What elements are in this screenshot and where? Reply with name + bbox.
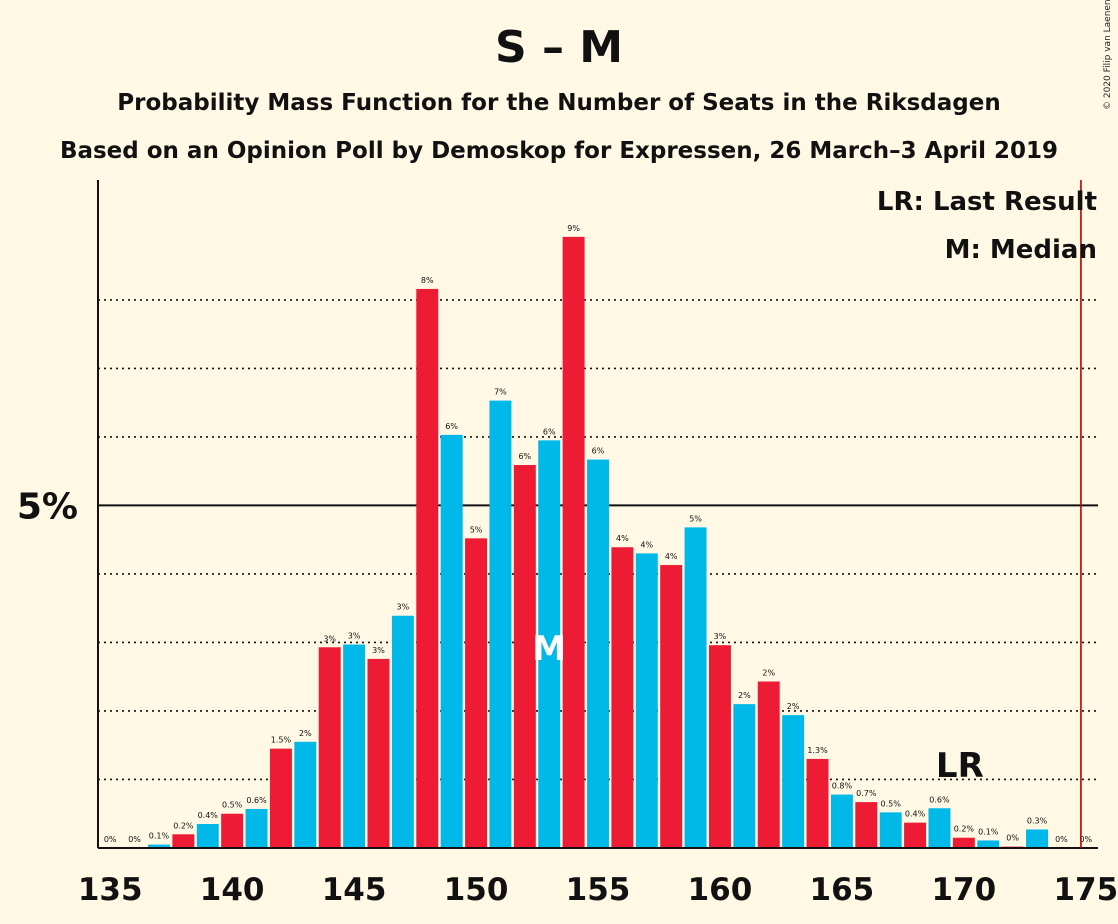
bar bbox=[269, 748, 292, 848]
data-label: 0% bbox=[104, 835, 117, 844]
data-label: 2% bbox=[738, 691, 751, 700]
bar bbox=[465, 538, 488, 848]
bar bbox=[977, 840, 1000, 848]
bar bbox=[855, 802, 878, 848]
data-label: 0% bbox=[1006, 834, 1019, 843]
data-label: 0.1% bbox=[978, 827, 999, 836]
data-label: 0.6% bbox=[929, 795, 950, 804]
data-label: 5% bbox=[689, 514, 702, 523]
bar bbox=[952, 837, 975, 848]
chart-subtitle-poll: Based on an Opinion Poll by Demoskop for… bbox=[59, 138, 1059, 164]
data-label: 6% bbox=[543, 427, 556, 436]
bar bbox=[733, 704, 756, 848]
bar bbox=[708, 645, 731, 848]
x-tick-label: 170 bbox=[931, 872, 996, 908]
y-tick-label: 5% bbox=[17, 486, 78, 527]
bar bbox=[757, 681, 780, 848]
data-label: 4% bbox=[665, 552, 678, 561]
data-label: 3% bbox=[348, 632, 361, 641]
data-label: 6% bbox=[445, 422, 458, 431]
chart-subtitle: Probability Mass Function for the Number… bbox=[117, 90, 1001, 116]
data-label: 0.8% bbox=[832, 782, 853, 791]
data-label: 7% bbox=[494, 388, 507, 397]
data-label: 0.3% bbox=[1027, 817, 1048, 826]
data-label: 9% bbox=[567, 224, 580, 233]
data-labels: 0% 0% 0.1%0.2%0.4%0.5%0.6%1.5%2%3% 3%3%3%8%… bbox=[104, 224, 1093, 844]
bar bbox=[318, 647, 341, 848]
bar bbox=[294, 741, 317, 848]
bar bbox=[440, 434, 463, 848]
data-label: 6% bbox=[518, 452, 531, 461]
data-label: 0.1% bbox=[149, 832, 170, 841]
bar bbox=[562, 236, 585, 848]
data-label: 3% bbox=[372, 646, 385, 655]
bar bbox=[611, 547, 634, 848]
bar bbox=[196, 824, 219, 848]
bar bbox=[1026, 829, 1048, 848]
data-label: 0.6% bbox=[246, 796, 267, 805]
bar bbox=[830, 794, 853, 848]
data-label: 0.2% bbox=[954, 825, 975, 834]
bar bbox=[879, 812, 902, 848]
data-label: 0.5% bbox=[222, 801, 243, 810]
bar bbox=[172, 834, 195, 848]
data-label: 0% bbox=[1055, 835, 1068, 844]
bar bbox=[148, 844, 170, 848]
data-label: 0.4% bbox=[905, 810, 926, 819]
bar bbox=[343, 644, 366, 848]
median-label: M bbox=[532, 629, 566, 669]
bar bbox=[391, 615, 414, 848]
data-label: 3% bbox=[397, 603, 410, 612]
data-label: 0.4% bbox=[198, 811, 219, 820]
x-tick-label: 135 bbox=[78, 872, 143, 908]
bar bbox=[513, 465, 536, 848]
x-tick-label: 165 bbox=[810, 872, 875, 908]
data-label: 8% bbox=[421, 276, 434, 285]
bar bbox=[928, 808, 951, 848]
bar bbox=[684, 527, 707, 848]
bar bbox=[221, 813, 244, 848]
x-tick-label: 145 bbox=[322, 872, 387, 908]
chart-title: S – M bbox=[494, 22, 624, 73]
bar bbox=[806, 758, 829, 848]
x-tick-label: 160 bbox=[688, 872, 753, 908]
x-tick-label: 140 bbox=[200, 872, 265, 908]
bars bbox=[148, 236, 1048, 848]
bar bbox=[660, 565, 683, 848]
data-label: 0.2% bbox=[173, 821, 194, 830]
bar bbox=[538, 440, 561, 848]
markers: LR M bbox=[532, 180, 1082, 848]
bar bbox=[635, 553, 658, 848]
data-label: 5% bbox=[470, 525, 483, 534]
axes: 135 140 145 150 155 160 165 170 175 5% bbox=[17, 180, 1118, 908]
data-label: 2% bbox=[762, 669, 775, 678]
data-label: 1.3% bbox=[807, 746, 828, 755]
bar bbox=[587, 459, 609, 848]
bar bbox=[245, 808, 268, 848]
data-label: 3% bbox=[323, 634, 336, 643]
bar bbox=[367, 658, 390, 848]
data-label: 2% bbox=[299, 729, 312, 738]
data-label: 0.5% bbox=[881, 799, 902, 808]
data-label: 4% bbox=[616, 534, 629, 543]
legend-last-result: LR: Last Result bbox=[877, 187, 1097, 217]
data-label: 0.7% bbox=[856, 789, 877, 798]
data-label: 3% bbox=[714, 632, 727, 641]
x-tick-label: 175 bbox=[1053, 872, 1118, 908]
data-label: 1.5% bbox=[271, 736, 292, 745]
data-label: 0% bbox=[128, 835, 141, 844]
data-label: 0% bbox=[1079, 835, 1092, 844]
bar bbox=[904, 822, 927, 848]
data-label: 2% bbox=[787, 702, 800, 711]
x-tick-label: 150 bbox=[444, 872, 509, 908]
bar bbox=[489, 400, 512, 848]
bar bbox=[782, 715, 805, 848]
last-result-label: LR bbox=[936, 746, 984, 786]
legend-median: M: Median bbox=[945, 235, 1097, 265]
data-label: 4% bbox=[640, 540, 653, 549]
data-label: 6% bbox=[592, 447, 605, 456]
bar bbox=[416, 288, 439, 848]
x-tick-label: 155 bbox=[566, 872, 631, 908]
